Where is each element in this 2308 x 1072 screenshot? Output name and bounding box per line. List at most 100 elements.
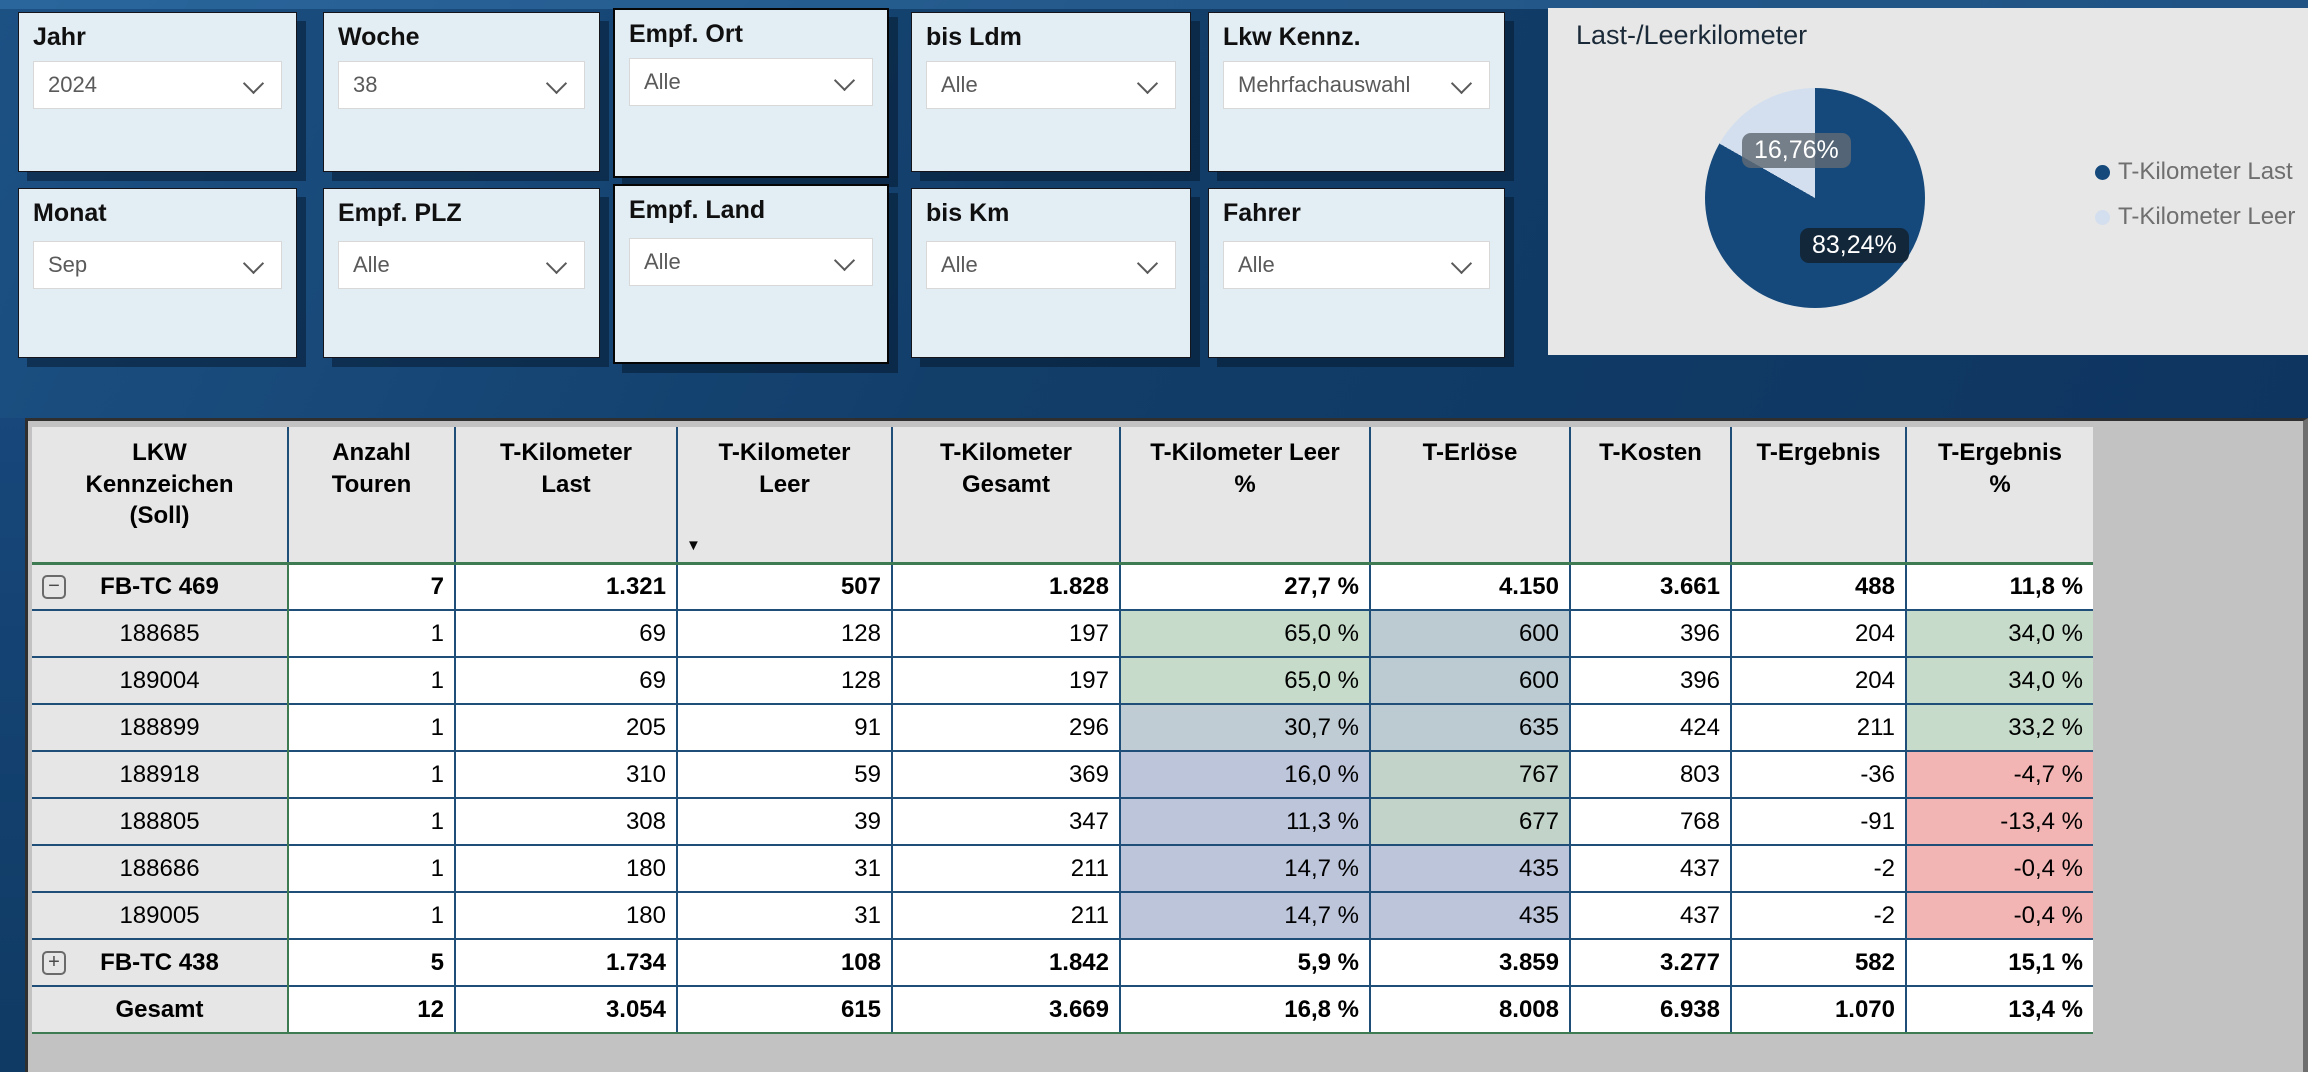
cell[interactable]: 437 [1570,891,1732,939]
pie-chart[interactable] [1705,88,1925,308]
cell[interactable]: 3.054 [455,985,678,1034]
cell[interactable]: 3.669 [892,985,1121,1034]
cell[interactable]: 16,8 % [1120,985,1371,1034]
cell[interactable]: 59 [677,750,893,798]
row-label-189004[interactable]: 189004 [32,656,289,704]
col-header-t-kilometer-leer[interactable]: T-Kilometer Leer % [1120,427,1371,565]
row-label-gesamt[interactable]: Gesamt [32,985,289,1034]
col-header-t-ergebnis[interactable]: T-Ergebnis % [1906,427,2093,565]
cell[interactable]: 1.828 [892,563,1121,610]
row-label-188805[interactable]: 188805 [32,797,289,845]
row-label-189005[interactable]: 189005 [32,891,289,939]
cell[interactable]: 30,7 % [1120,703,1371,751]
cell[interactable]: 507 [677,563,893,610]
cell[interactable]: 15,1 % [1906,938,2093,986]
row-label-188918[interactable]: 188918 [32,750,289,798]
col-header-t-erl-se[interactable]: T-Erlöse [1370,427,1571,565]
cell[interactable]: 34,0 % [1906,656,2093,704]
cell[interactable]: 65,0 % [1120,609,1371,657]
legend-item-t-kilometer-last[interactable]: T-Kilometer Last [2095,158,2295,186]
cell[interactable]: 1.842 [892,938,1121,986]
col-header-t-kilometer-last[interactable]: T-Kilometer Last [455,427,678,565]
cell[interactable]: 34,0 % [1906,609,2093,657]
cell[interactable]: 396 [1570,609,1732,657]
filter-dropdown-lkw-kennz[interactable]: Mehrfachauswahl [1223,61,1490,109]
cell[interactable]: 69 [455,609,678,657]
filter-dropdown-fahrer[interactable]: Alle [1223,241,1490,289]
row-label-188899[interactable]: 188899 [32,703,289,751]
cell[interactable]: 7 [288,563,456,610]
row-label-fb-tc-438[interactable]: + FB-TC 438 [32,938,289,986]
cell[interactable]: 204 [1731,656,1907,704]
cell[interactable]: 31 [677,844,893,892]
col-header-anzahl-touren[interactable]: Anzahl Touren [288,427,456,565]
cell[interactable]: 197 [892,656,1121,704]
cell[interactable]: 11,3 % [1120,797,1371,845]
col-header-t-kilometer-gesamt[interactable]: T-Kilometer Gesamt [892,427,1121,565]
cell[interactable]: 27,7 % [1120,563,1371,610]
cell[interactable]: 197 [892,609,1121,657]
cell[interactable]: 5 [288,938,456,986]
cell[interactable]: 12 [288,985,456,1034]
filter-dropdown-woche[interactable]: 38 [338,61,585,109]
cell[interactable]: 14,7 % [1120,844,1371,892]
cell[interactable]: 1 [288,656,456,704]
filter-dropdown-empf-plz[interactable]: Alle [338,241,585,289]
cell[interactable]: 435 [1370,891,1571,939]
expand-icon[interactable]: + [42,950,66,975]
cell[interactable]: 1 [288,891,456,939]
col-header-t-kosten[interactable]: T-Kosten [1570,427,1732,565]
cell[interactable]: 308 [455,797,678,845]
cell[interactable]: -2 [1731,891,1907,939]
cell[interactable]: 635 [1370,703,1571,751]
cell[interactable]: 768 [1570,797,1732,845]
cell[interactable]: 69 [455,656,678,704]
cell[interactable]: 180 [455,891,678,939]
cell[interactable]: 767 [1370,750,1571,798]
cell[interactable]: 1 [288,703,456,751]
cell[interactable]: -13,4 % [1906,797,2093,845]
cell[interactable]: -4,7 % [1906,750,2093,798]
cell[interactable]: 91 [677,703,893,751]
cell[interactable]: 108 [677,938,893,986]
filter-dropdown-bis-ldm[interactable]: Alle [926,61,1176,109]
cell[interactable]: 5,9 % [1120,938,1371,986]
cell[interactable]: 4.150 [1370,563,1571,610]
col-header-lkw-kennzeichen-soll[interactable]: LKW Kennzeichen (Soll) [32,427,289,565]
cell[interactable]: 488 [1731,563,1907,610]
cell[interactable]: 1.321 [455,563,678,610]
filter-dropdown-empf-land[interactable]: Alle [629,238,873,286]
cell[interactable]: 211 [892,844,1121,892]
cell[interactable]: 369 [892,750,1121,798]
cell[interactable]: 296 [892,703,1121,751]
filter-dropdown-jahr[interactable]: 2024 [33,61,282,109]
cell[interactable]: 600 [1370,656,1571,704]
cell[interactable]: 211 [892,891,1121,939]
row-label-188685[interactable]: 188685 [32,609,289,657]
cell[interactable]: 31 [677,891,893,939]
cell[interactable]: 180 [455,844,678,892]
row-label-fb-tc-469[interactable]: − FB-TC 469 [32,563,289,610]
cell[interactable]: -0,4 % [1906,891,2093,939]
legend-item-t-kilometer-leer[interactable]: T-Kilometer Leer [2095,203,2295,231]
cell[interactable]: 615 [677,985,893,1034]
cell[interactable]: 1 [288,750,456,798]
cell[interactable]: 39 [677,797,893,845]
cell[interactable]: 16,0 % [1120,750,1371,798]
cell[interactable]: -2 [1731,844,1907,892]
cell[interactable]: 600 [1370,609,1571,657]
cell[interactable]: 435 [1370,844,1571,892]
col-header-t-ergebnis[interactable]: T-Ergebnis [1731,427,1907,565]
cell[interactable]: 1 [288,797,456,845]
cell[interactable]: 204 [1731,609,1907,657]
cell[interactable]: 1.070 [1731,985,1907,1034]
filter-dropdown-bis-km[interactable]: Alle [926,241,1176,289]
filter-dropdown-monat[interactable]: Sep [33,241,282,289]
cell[interactable]: 8.008 [1370,985,1571,1034]
cell[interactable]: -91 [1731,797,1907,845]
cell[interactable]: 211 [1731,703,1907,751]
row-label-188686[interactable]: 188686 [32,844,289,892]
cell[interactable]: 3.277 [1570,938,1732,986]
cell[interactable]: 424 [1570,703,1732,751]
cell[interactable]: 205 [455,703,678,751]
